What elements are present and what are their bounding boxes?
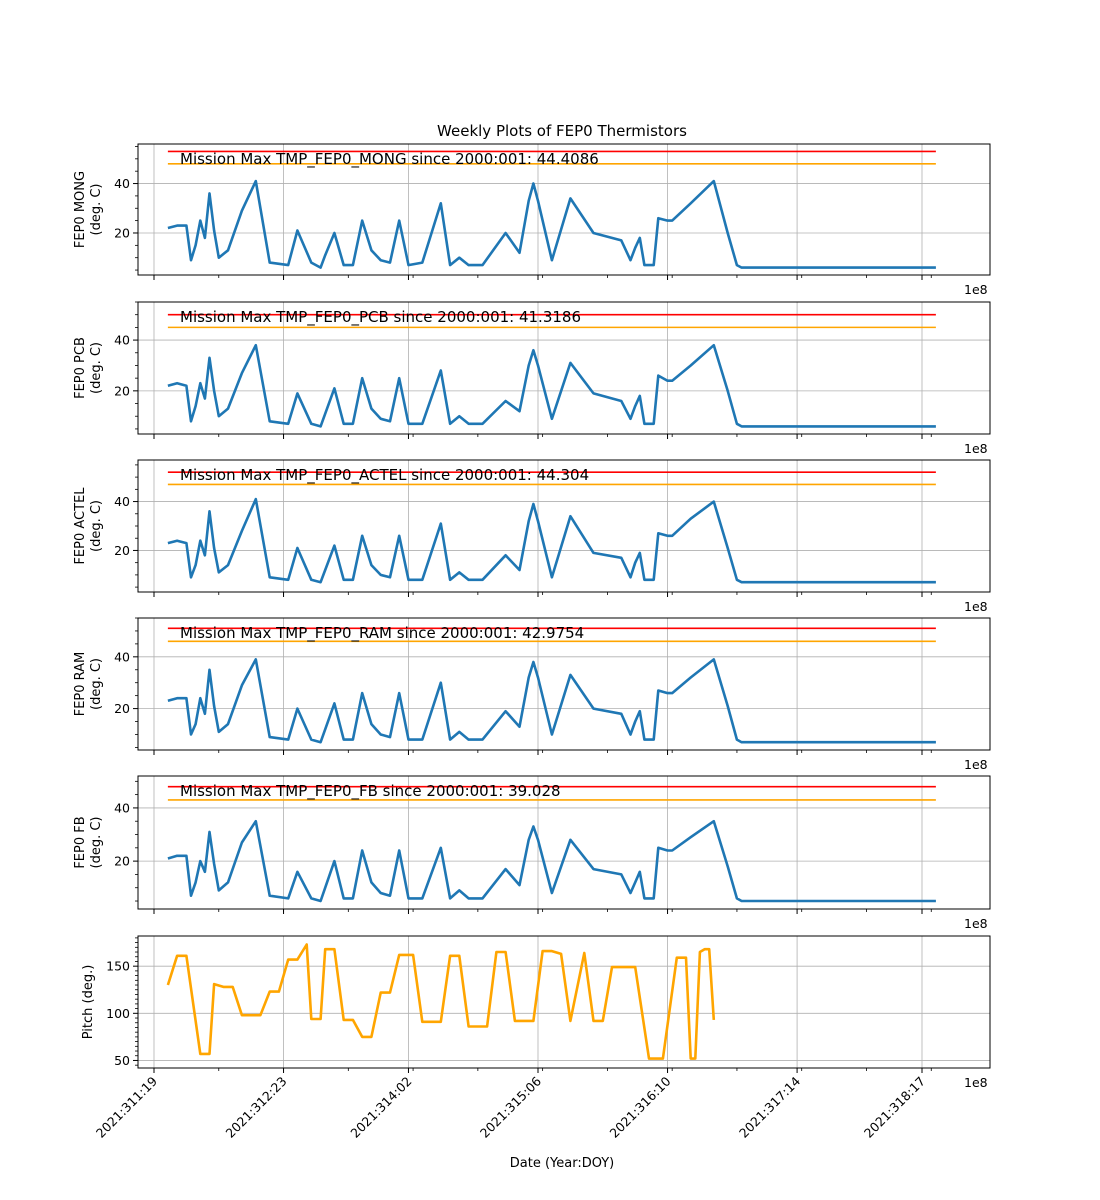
- x-offset-label: 1e8: [964, 916, 988, 931]
- y-axis-label: (deg. C): [89, 500, 104, 552]
- y-tick-label: 20: [114, 225, 130, 240]
- y-tick-label: 40: [114, 800, 130, 815]
- y-axis-label: FEP0 MONG: [73, 171, 88, 248]
- mission-max-annotation: Mission Max TMP_FEP0_ACTEL since 2000:00…: [180, 466, 589, 485]
- y-axis-label: FEP0 RAM: [73, 652, 88, 717]
- y-tick-label: 100: [106, 1006, 130, 1021]
- y-tick-label: 20: [114, 543, 130, 558]
- series-line-fb: [167, 819, 936, 903]
- axes-frame: [137, 935, 991, 1069]
- y-tick-label: 150: [106, 959, 130, 974]
- x-offset-label: 1e8: [964, 1075, 988, 1090]
- x-axis-label: Date (Year:DOY): [510, 1156, 615, 1171]
- figure-title: Weekly Plots of FEP0 Thermistors: [437, 122, 687, 140]
- x-offset-label: 1e8: [964, 441, 988, 456]
- subplot-mong: 20 40 FEP0 MONG (deg. C) Mission Max TMP_FEP…: [73, 143, 991, 297]
- axes-frame: [137, 143, 991, 276]
- x-offset-label: 1e8: [964, 599, 988, 614]
- subplot-fb: 20 40 FEP0 FB (deg. C) Mission Max TMP_FEP0_…: [73, 775, 991, 931]
- x-offset-label: 1e8: [964, 282, 988, 297]
- y-axis-label: FEP0 PCB: [73, 337, 88, 399]
- y-tick-label: 40: [114, 494, 130, 509]
- y-tick-label: 40: [114, 176, 130, 191]
- series-line-pcb: [167, 343, 936, 428]
- series-line-ram: [167, 658, 936, 744]
- subplot-ram: 20 40 FEP0 RAM (deg. C) Mission Max TMP_FEP0…: [73, 617, 991, 772]
- axes-frame: [137, 775, 991, 910]
- y-axis-label: FEP0 ACTEL: [73, 487, 88, 565]
- y-axis-label: FEP0 FB: [73, 816, 88, 868]
- subplot-pcb: 20 40 FEP0 PCB (deg. C) Mission Max TMP_FEP0…: [73, 301, 991, 456]
- y-tick-label: 50: [114, 1053, 130, 1068]
- y-tick-label: 40: [114, 333, 130, 348]
- series-line-mong: [167, 179, 936, 269]
- series-line-pitch: [166, 943, 716, 1060]
- y-axis-label: (deg. C): [89, 342, 104, 394]
- mission-max-annotation: Mission Max TMP_FEP0_FB since 2000:001: …: [180, 782, 561, 801]
- y-tick-label: 20: [114, 383, 130, 398]
- y-axis-label: Pitch (deg.): [81, 965, 96, 1040]
- y-axis-label: (deg. C): [89, 817, 104, 869]
- axes-frame: [137, 617, 991, 751]
- axes-frame: [137, 301, 991, 435]
- y-axis-label: (deg. C): [89, 184, 104, 236]
- y-tick-label: 20: [114, 701, 130, 716]
- mission-max-annotation: Mission Max TMP_FEP0_MONG since 2000:001…: [180, 150, 599, 169]
- y-tick-label: 20: [114, 854, 130, 869]
- y-axis-label: (deg. C): [89, 658, 104, 710]
- series-line-actel: [167, 497, 936, 584]
- mission-max-annotation: Mission Max TMP_FEP0_RAM since 2000:001:…: [180, 624, 584, 643]
- y-tick-label: 40: [114, 649, 130, 664]
- mission-max-annotation: Mission Max TMP_FEP0_PCB since 2000:001:…: [180, 308, 581, 327]
- x-offset-label: 1e8: [964, 757, 988, 772]
- subplot-actel: 20 40 FEP0 ACTEL (deg. C) Mission Max TMP_FE…: [73, 459, 991, 614]
